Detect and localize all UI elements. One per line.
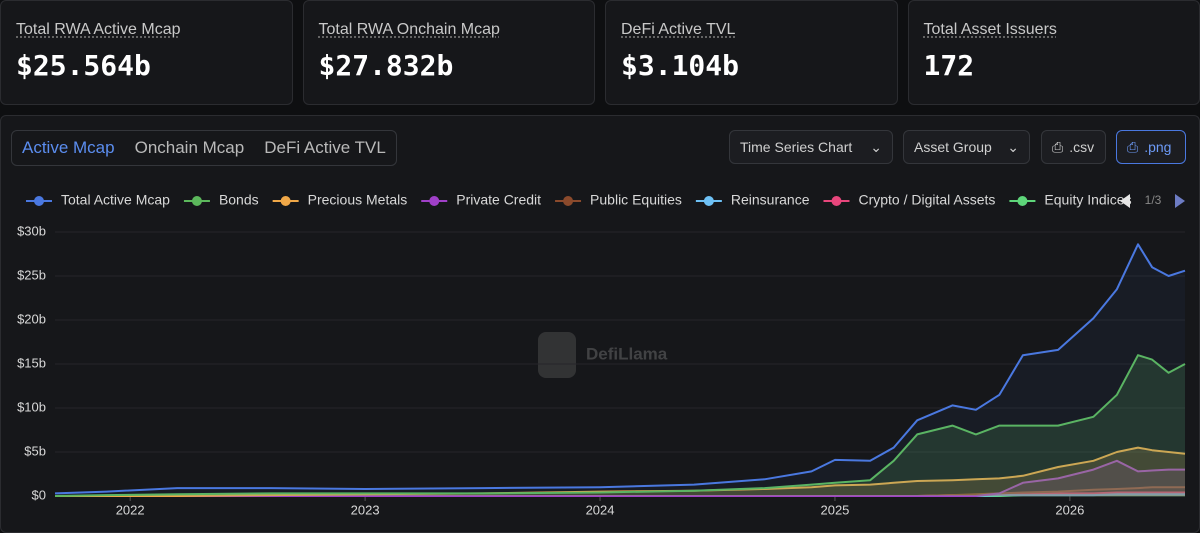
legend-marker xyxy=(34,196,44,206)
legend-marker xyxy=(1017,196,1028,206)
y-tick-label: $25b xyxy=(17,267,46,282)
stat-card: DeFi Active TVL $3.104b xyxy=(605,0,898,105)
stat-label: DeFi Active TVL xyxy=(621,21,736,38)
legend-item[interactable]: Reinsurance xyxy=(695,192,810,208)
stat-card: Total Asset Issuers 172 xyxy=(907,0,1200,105)
legend-label: Bonds xyxy=(219,192,259,208)
x-tick-label: 2026 xyxy=(1055,502,1084,517)
chart: DefiLlama $0 $5b $10b $15b $20b $25b $30b 2022 2… xyxy=(17,192,1186,517)
legend-item[interactable]: Equity Indices xyxy=(1009,192,1132,208)
legend-label: Private Credit xyxy=(456,192,541,208)
stat-label: Total RWA Active Mcap xyxy=(16,21,181,38)
stat-value: $3.104b xyxy=(621,49,740,82)
tab-group: Active Mcap Onchain Mcap DeFi Active TVL xyxy=(11,130,397,166)
watermark: DefiLlama xyxy=(538,332,668,378)
stat-value: $27.832b xyxy=(318,49,454,82)
x-tick-label: 2022 xyxy=(116,502,145,517)
x-tick-label: 2025 xyxy=(820,502,849,517)
stat-cards: Total RWA Active Mcap $25.564b Total RWA … xyxy=(0,0,1200,105)
y-tick-label: $20b xyxy=(17,311,46,326)
tab[interactable]: DeFi Active TVL xyxy=(264,138,386,157)
series-line xyxy=(54,354,1186,497)
legend-item[interactable]: Private Credit xyxy=(421,192,541,208)
x-tick-label: 2023 xyxy=(351,502,380,517)
file-icon: ⎙ xyxy=(1052,138,1064,155)
stat-value: 172 xyxy=(923,49,975,82)
legend-item[interactable]: Public Equities xyxy=(555,192,682,208)
series-line xyxy=(55,459,1185,497)
legend-next[interactable] xyxy=(1175,194,1185,208)
chevron: ⌄ xyxy=(1007,138,1019,155)
legend-item[interactable]: Bonds xyxy=(183,192,259,208)
y-tick-label: $5b xyxy=(24,443,46,458)
legend-marker xyxy=(429,196,440,206)
area-fill xyxy=(55,460,1185,496)
tab[interactable]: Onchain Mcap xyxy=(134,138,245,157)
x-tick-label: 2024 xyxy=(586,502,615,517)
dropdown[interactable]: Time Series Chart ⌄ xyxy=(729,130,893,164)
csv-button[interactable]: ⎙ .csv xyxy=(1041,130,1106,164)
y-tick-label: $0 xyxy=(32,487,46,502)
stat-label: Total RWA Onchain Mcap xyxy=(318,21,500,38)
file-icon: ⎙ xyxy=(1127,138,1139,155)
stat-card: Total RWA Onchain Mcap $27.832b xyxy=(302,0,595,105)
legend-marker xyxy=(831,196,842,206)
legend-marker xyxy=(191,196,202,206)
legend-label: Public Equities xyxy=(590,192,682,208)
chart-panel: Active Mcap Onchain Mcap DeFi Active TVL… xyxy=(0,115,1200,533)
y-tick-label: $15b xyxy=(17,355,46,370)
legend-item[interactable]: Precious Metals xyxy=(272,192,408,208)
area-fill xyxy=(55,244,1185,496)
watermark-text: DefiLlama xyxy=(586,344,668,363)
watermark-logo xyxy=(538,332,576,378)
dropdown-label: Time Series Chart xyxy=(740,139,853,155)
legend-item[interactable]: Total Active Mcap xyxy=(26,192,170,208)
area-fill xyxy=(55,447,1185,496)
legend-label: Crypto / Digital Assets xyxy=(858,192,995,208)
legend-label: Equity Indices xyxy=(1044,192,1131,208)
dropdown[interactable]: Asset Group ⌄ xyxy=(903,130,1030,164)
chevron: ⌄ xyxy=(870,138,882,155)
button-label: .csv xyxy=(1069,139,1095,155)
dropdown-label: Asset Group xyxy=(914,139,992,155)
y-tick-label: $10b xyxy=(17,399,46,414)
legend-page: 1/3 xyxy=(1145,193,1162,207)
stat-label: Total Asset Issuers xyxy=(923,21,1057,38)
legend-label: Total Active Mcap xyxy=(61,192,170,208)
legend-marker xyxy=(563,196,574,206)
y-tick-label: $30b xyxy=(17,223,46,238)
area-fill xyxy=(55,355,1185,496)
series-line xyxy=(54,243,1186,495)
legend-marker xyxy=(280,196,291,206)
legend-label: Precious Metals xyxy=(308,192,408,208)
legend-item[interactable]: Crypto / Digital Assets xyxy=(823,192,995,208)
button-label: .png xyxy=(1144,139,1172,155)
legend-label: Reinsurance xyxy=(731,192,810,208)
stat-card: Total RWA Active Mcap $25.564b xyxy=(0,0,293,105)
legend-marker xyxy=(703,196,714,206)
legend-prev[interactable] xyxy=(1120,194,1130,208)
stat-value: $25.564b xyxy=(16,49,151,82)
area-fill xyxy=(55,487,1185,496)
tab[interactable]: Active Mcap xyxy=(22,138,115,157)
png-button[interactable]: ⎙ .png xyxy=(1116,130,1186,164)
